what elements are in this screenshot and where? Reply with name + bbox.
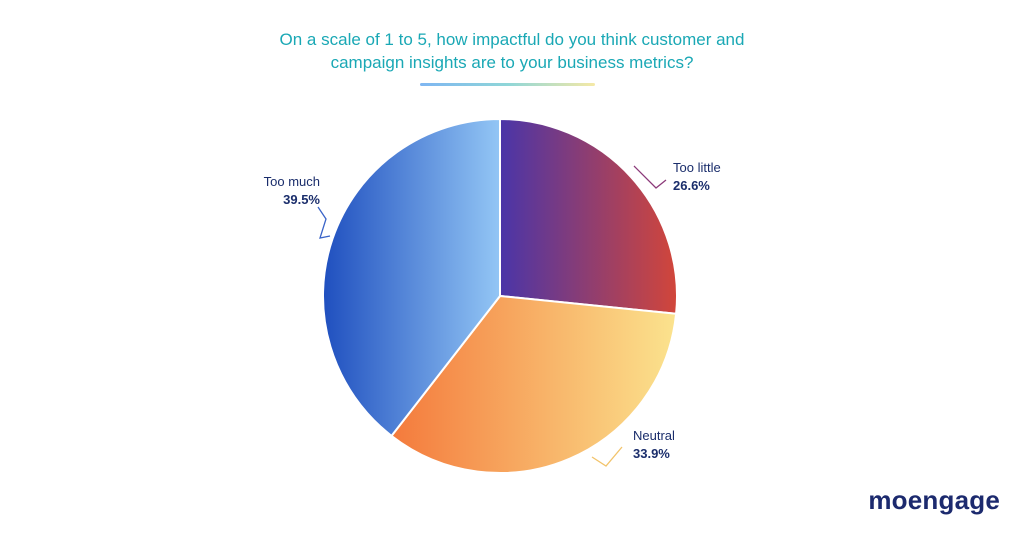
slice-value-neutral: 33.9%	[633, 446, 670, 461]
leader-line-neutral	[591, 446, 623, 467]
pie-slice-too-little	[499, 117, 678, 315]
pie-slice-neutral	[390, 294, 678, 474]
slice-label-neutral: Neutral	[633, 428, 675, 443]
chart-title: On a scale of 1 to 5, how impactful do y…	[0, 28, 1024, 74]
slice-label-too-little: Too little	[673, 160, 721, 175]
pie-slices	[322, 117, 678, 474]
pie-slice-too-much	[322, 117, 501, 438]
leader-line-too-much	[317, 206, 331, 239]
leader-lines	[317, 165, 667, 467]
chart-title-line-2: campaign insights are to your business m…	[330, 53, 694, 72]
chart-title-line-1: On a scale of 1 to 5, how impactful do y…	[279, 30, 745, 49]
slice-labels: Too little 26.6% Neutral 33.9% Too much 39.5%	[264, 160, 721, 461]
title-underline	[420, 83, 595, 86]
slice-label-too-much: Too much	[264, 174, 320, 189]
slice-value-too-much: 39.5%	[283, 192, 320, 207]
moengage-logo: moengage	[868, 485, 1000, 515]
slice-value-too-little: 26.6%	[673, 178, 710, 193]
leader-line-too-little	[633, 165, 667, 189]
